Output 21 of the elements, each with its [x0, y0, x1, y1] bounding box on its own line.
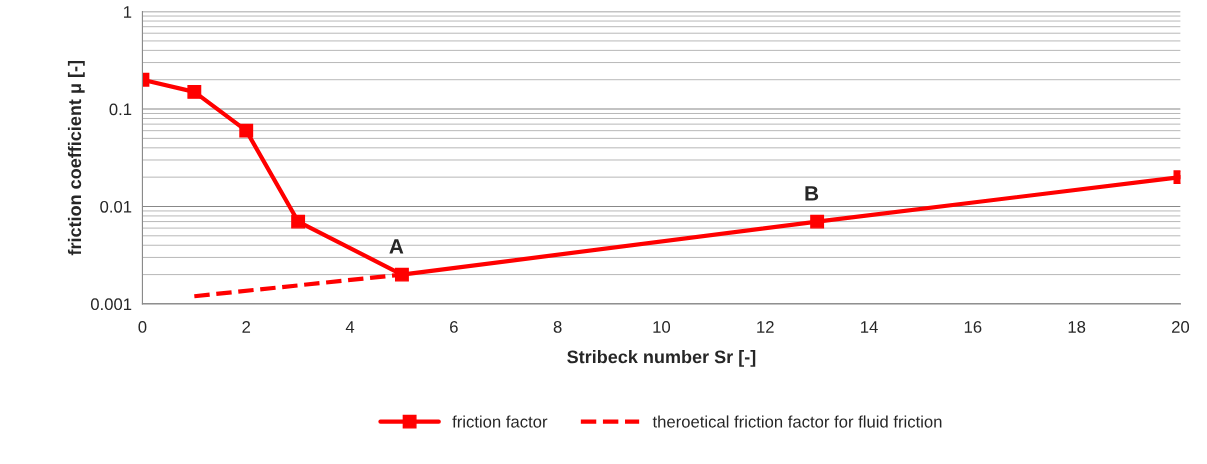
- x-tick-label: 10: [653, 321, 671, 333]
- x-tick-label: 20: [1172, 321, 1190, 333]
- y-tick-label: 0.001: [90, 298, 132, 311]
- x-tick-label: 8: [553, 321, 562, 333]
- y-axis-title: friction coefficient μ [-]: [67, 60, 85, 256]
- x-tick-label: 6: [450, 321, 458, 333]
- annotation: A: [389, 239, 404, 254]
- x-axis-title: Stribeck number Sr [-]: [567, 350, 756, 367]
- x-tick-label: 14: [861, 321, 878, 333]
- y-tick-label: 1: [124, 6, 132, 18]
- y-tick-label: 0.01: [100, 200, 132, 213]
- x-tick-label: 16: [964, 321, 982, 333]
- x-tick-label: 18: [1068, 321, 1086, 333]
- x-tick-label: 2: [242, 321, 251, 333]
- x-tick-label: 4: [345, 321, 355, 333]
- x-tick-label: 0: [138, 321, 147, 333]
- x-tick-label: 12: [757, 321, 774, 333]
- y-tick-label: 0.1: [109, 103, 132, 116]
- legend-label: friction factor: [452, 415, 548, 428]
- annotation: B: [805, 186, 819, 201]
- legend-label: theroetical friction factor for fluid friction: [652, 415, 942, 428]
